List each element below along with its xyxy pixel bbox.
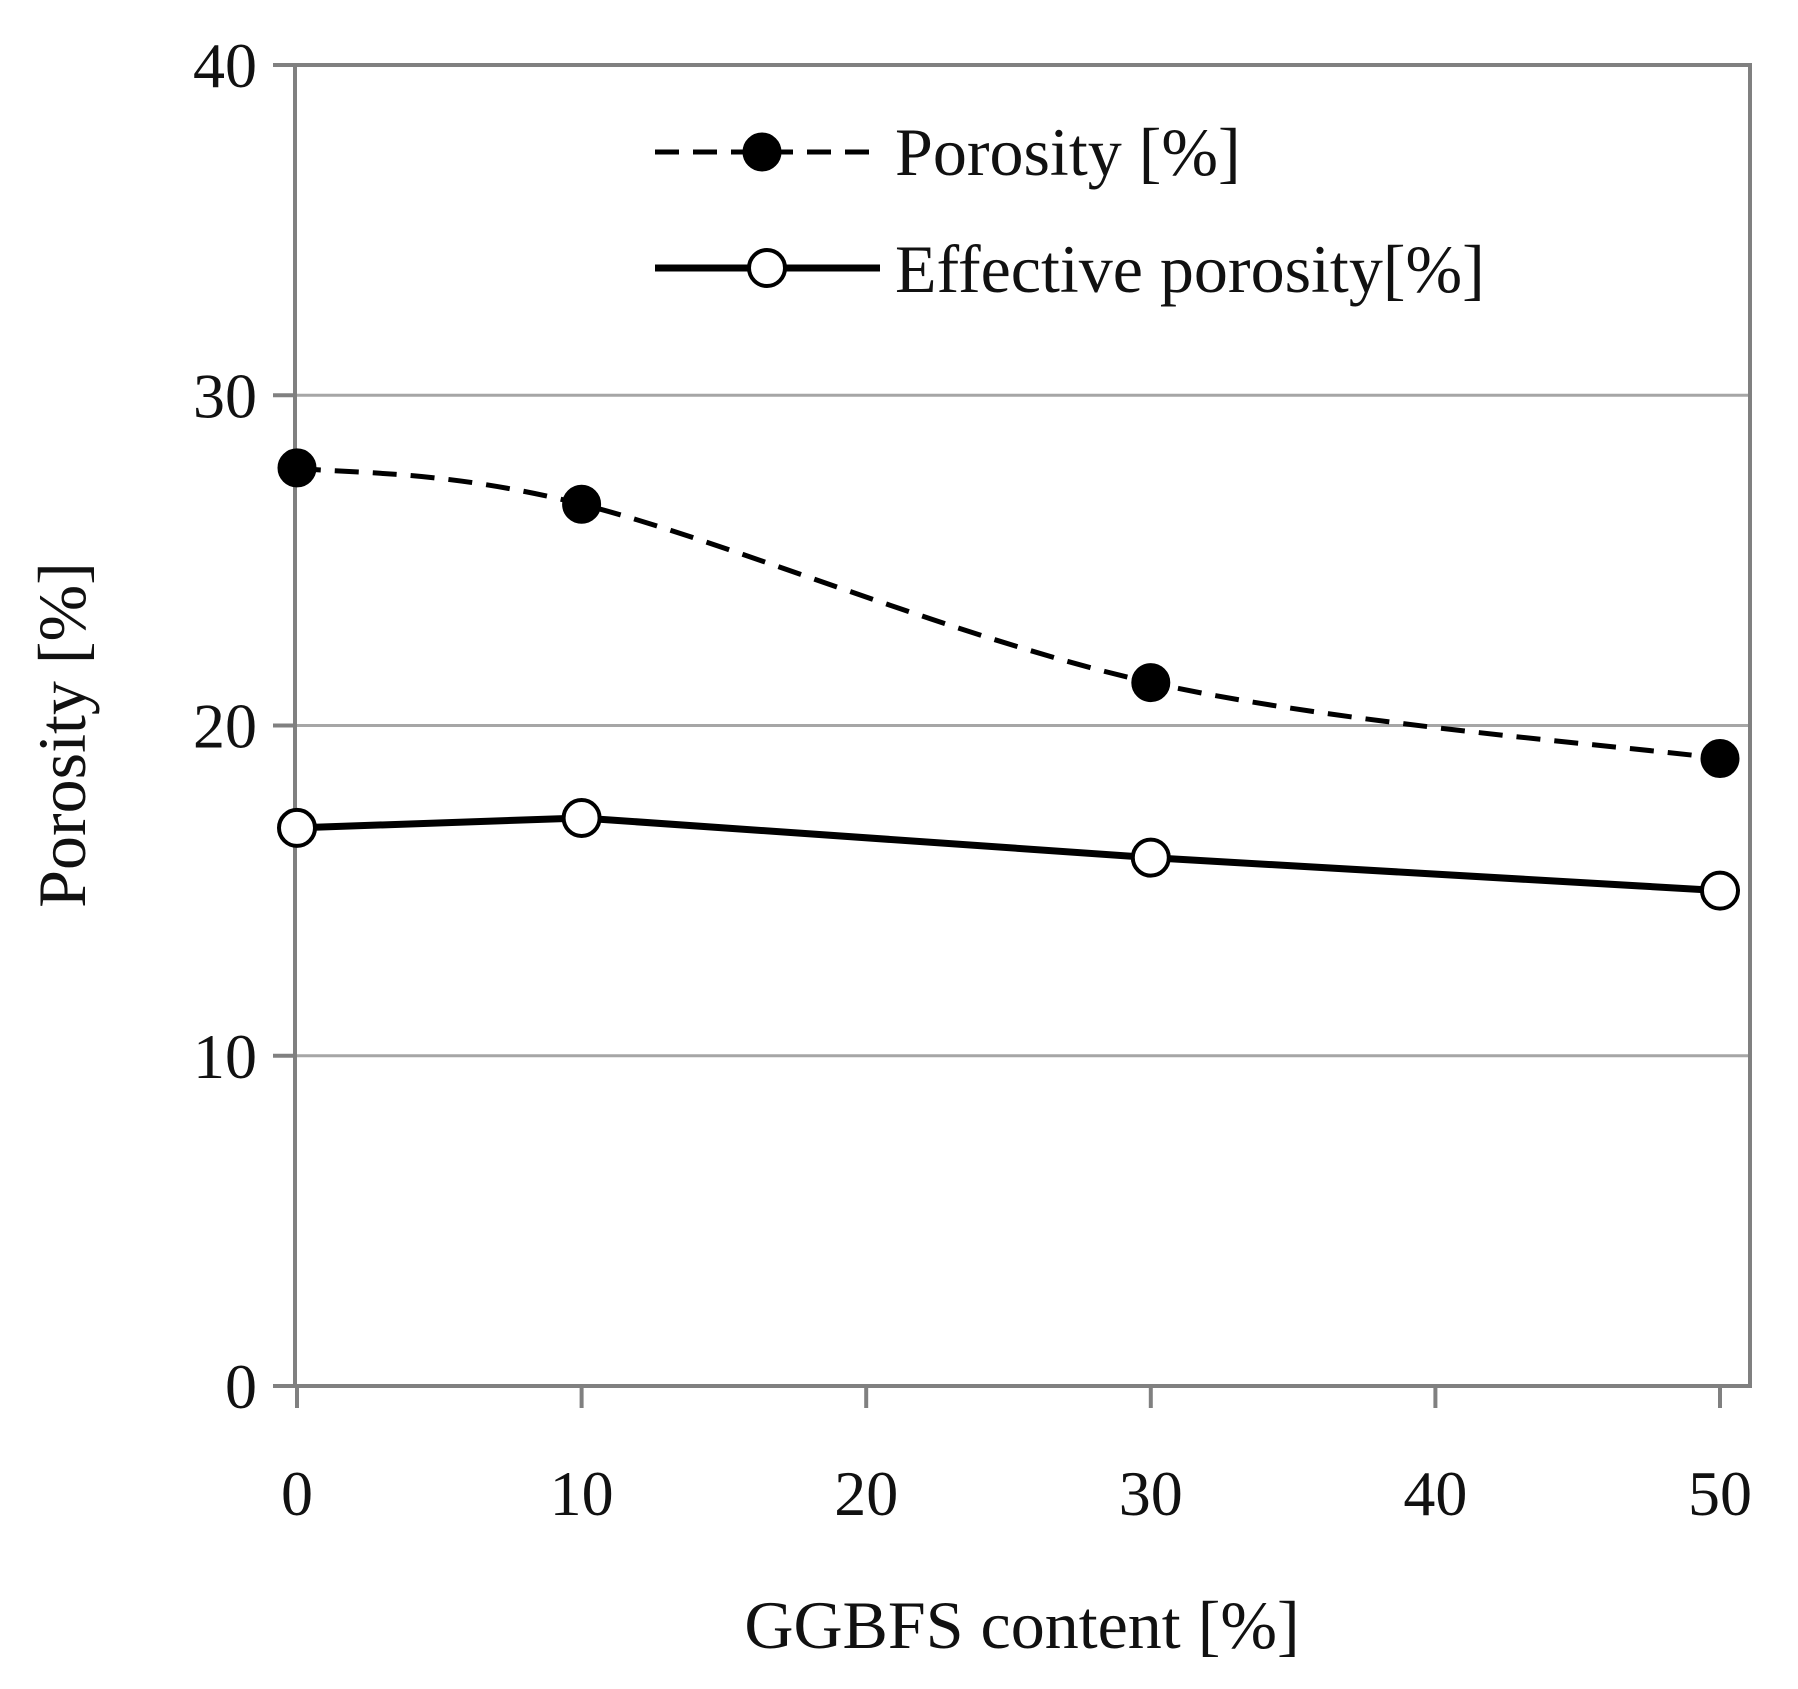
data-point-effective-porosity <box>1130 837 1171 878</box>
data-point-effective-porosity <box>1700 870 1740 911</box>
series-line-porosity <box>296 465 1721 762</box>
data-point-effective-porosity <box>561 797 602 838</box>
data-point-porosity <box>277 448 317 488</box>
legend-effective-porosity-marker <box>747 248 787 288</box>
series-effective-porosity <box>277 797 1740 911</box>
legend: Porosity [%] Effective porosity[%] <box>655 114 1485 307</box>
legend-porosity-marker <box>742 132 782 172</box>
data-point-porosity <box>1131 663 1171 703</box>
x-tick-label: 30 <box>1119 1458 1183 1529</box>
y-tick-label: 40 <box>193 30 257 101</box>
series-porosity <box>277 448 1740 779</box>
y-tick-label: 20 <box>193 691 257 762</box>
data-series <box>277 448 1740 911</box>
gridlines <box>295 393 1750 1058</box>
x-tick-label: 10 <box>550 1458 614 1529</box>
y-tick-label: 10 <box>193 1021 257 1092</box>
x-tick-label: 40 <box>1403 1458 1467 1529</box>
axis-ticks <box>273 63 1722 1408</box>
series-line-effective-porosity <box>296 814 1721 895</box>
legend-effective-porosity-label: Effective porosity[%] <box>895 231 1485 307</box>
x-tick-label: 50 <box>1688 1458 1752 1529</box>
data-point-porosity <box>562 484 602 524</box>
y-axis-tick-labels: 0 10 20 30 40 <box>193 30 257 1422</box>
x-axis-tick-labels: 0 10 20 30 40 50 <box>281 1458 1752 1529</box>
x-tick-label: 20 <box>834 1458 898 1529</box>
y-tick-label: 0 <box>225 1351 257 1422</box>
y-axis-title: Porosity [%] <box>24 562 100 908</box>
x-axis-title: GGBFS content [%] <box>744 1587 1299 1663</box>
data-point-effective-porosity <box>277 807 317 848</box>
x-tick-label: 0 <box>281 1458 313 1529</box>
legend-porosity-label: Porosity [%] <box>895 114 1241 190</box>
y-tick-label: 30 <box>193 360 257 431</box>
data-point-porosity <box>1700 739 1740 779</box>
